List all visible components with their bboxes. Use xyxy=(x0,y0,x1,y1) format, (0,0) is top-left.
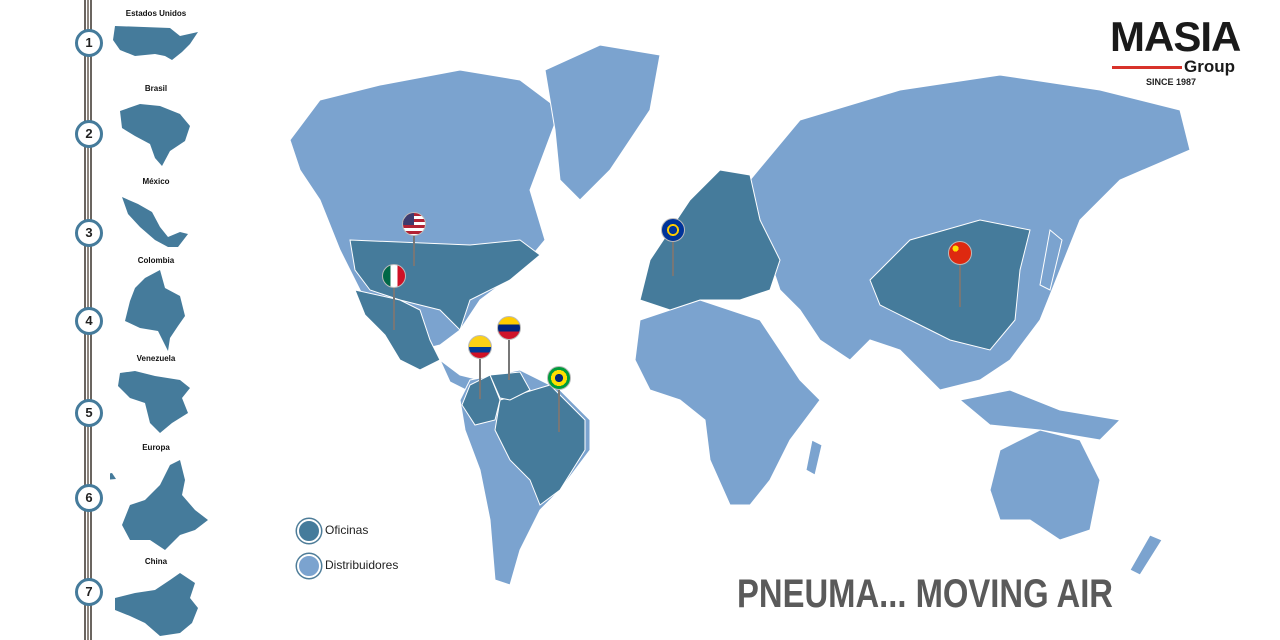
step-3: 3 xyxy=(75,219,103,247)
china-mini-map xyxy=(115,573,198,636)
country-label-mexico: México xyxy=(142,177,170,186)
legend-offices-swatch xyxy=(297,519,321,543)
pin-stick xyxy=(959,265,961,307)
step-6: 6 xyxy=(75,484,103,512)
china-flag-pin[interactable] xyxy=(948,241,972,265)
slogan: PNEUMA... MOVING AIR xyxy=(737,572,1114,616)
country-label-usa: Estados Unidos xyxy=(125,9,187,18)
eu-flag-pin[interactable] xyxy=(661,218,685,242)
brazil xyxy=(494,384,586,506)
europa-mini-map xyxy=(110,460,208,550)
brasil-mini-map xyxy=(120,104,190,166)
logo-since: SINCE 1987 xyxy=(1146,77,1197,87)
pin-stick xyxy=(393,288,395,330)
logo-title: MASIA xyxy=(1110,13,1241,60)
country-label-brasil: Brasil xyxy=(144,84,168,93)
new-zealand xyxy=(1129,534,1163,576)
greenland xyxy=(544,44,661,201)
brazil-flag-pin[interactable] xyxy=(547,366,571,390)
country-label-china: China xyxy=(144,557,168,566)
southeast-asia-islands xyxy=(958,389,1122,441)
mexico xyxy=(354,289,441,371)
logo-accent-line xyxy=(1112,66,1182,69)
country-label-venezuela: Venezuela xyxy=(136,354,176,363)
japan xyxy=(1039,229,1063,291)
pin-stick xyxy=(508,340,510,380)
china xyxy=(869,219,1031,351)
pin-stick xyxy=(558,390,560,432)
country-label-europa: Europa xyxy=(142,443,170,452)
step-1: 1 xyxy=(75,29,103,57)
australia xyxy=(989,429,1101,541)
venezuela xyxy=(489,371,531,401)
us-flag-pin[interactable] xyxy=(402,212,426,236)
usa xyxy=(349,239,541,331)
mexico-flag-pin[interactable] xyxy=(382,264,406,288)
madagascar xyxy=(805,439,823,476)
venezuela-mini-map xyxy=(118,371,190,433)
africa xyxy=(634,299,821,506)
mexico-mini-map xyxy=(122,197,188,247)
pin-stick xyxy=(413,236,415,266)
colombia-flag-pin[interactable] xyxy=(468,335,492,359)
legend-distributors-label: Distribuidores xyxy=(325,558,399,572)
north-america xyxy=(289,69,561,351)
legend-offices-label: Oficinas xyxy=(325,523,369,537)
colombia-mini-map xyxy=(125,270,185,351)
step-2: 2 xyxy=(75,120,103,148)
legend-distributors-swatch xyxy=(297,554,321,578)
pin-stick xyxy=(479,359,481,399)
usa-mini-map xyxy=(113,26,198,60)
step-7: 7 xyxy=(75,578,103,606)
venezuela-flag-pin[interactable] xyxy=(497,316,521,340)
step-5: 5 xyxy=(75,399,103,427)
pin-stick xyxy=(672,242,674,276)
logo-subtitle: Group xyxy=(1184,57,1235,76)
country-label-colombia: Colombia xyxy=(137,256,175,265)
step-4: 4 xyxy=(75,307,103,335)
